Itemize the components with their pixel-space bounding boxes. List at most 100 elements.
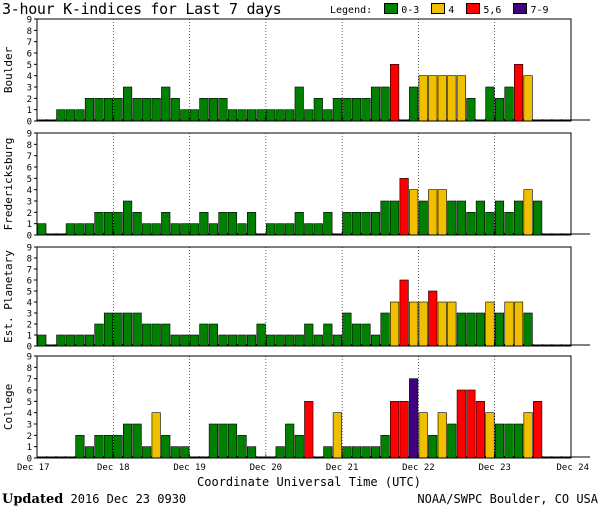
k-index-bar xyxy=(351,98,362,122)
k-index-bar xyxy=(380,435,390,459)
panel-college: 0 123 456 789 College xyxy=(2,353,591,465)
legend-item-4: 4 xyxy=(431,3,454,17)
k-index-bar xyxy=(37,334,47,347)
k-index-bar xyxy=(142,223,152,236)
k-index-bar xyxy=(170,223,180,236)
k-index-bar xyxy=(94,98,104,122)
updated-value: 2016 Dec 23 0930 xyxy=(70,492,187,506)
k-index-bar xyxy=(142,446,152,459)
k-index-bar xyxy=(437,301,447,347)
k-index-bar xyxy=(332,334,342,347)
k-index-bar xyxy=(285,423,295,459)
k-index-bar xyxy=(132,212,142,236)
k-index-bar xyxy=(237,334,247,347)
k-index-bar xyxy=(399,279,409,347)
k-index-bar xyxy=(151,323,161,347)
k-index-bar xyxy=(456,389,466,459)
k-index-bar xyxy=(103,435,114,459)
k-index-bar xyxy=(246,109,257,122)
k-index-bar xyxy=(56,109,66,122)
k-index-bar xyxy=(304,323,314,347)
k-index-bar xyxy=(342,98,352,122)
k-index-bar xyxy=(313,223,323,236)
k-index-bar xyxy=(323,446,333,459)
k-index-bar xyxy=(332,98,342,122)
k-index-bar xyxy=(428,435,438,459)
k-index-bar xyxy=(103,312,114,347)
y-tick-label: 9 xyxy=(27,353,32,363)
k-index-bar xyxy=(504,212,514,236)
k-index-bar xyxy=(75,435,85,459)
y-tick-label: 6 xyxy=(27,387,32,397)
k-index-bar xyxy=(218,423,228,459)
y-tick-label: 6 xyxy=(27,164,32,174)
k-index-bar xyxy=(84,98,95,122)
k-index-bar xyxy=(180,223,190,236)
legend-label: Legend: xyxy=(330,5,373,16)
k-index-bar xyxy=(456,75,466,122)
y-tick-label: 3 xyxy=(27,421,32,431)
k-index-bar xyxy=(399,178,409,236)
y-tick-label: 1 xyxy=(27,220,32,230)
y-tick-label: 5 xyxy=(27,175,32,185)
k-index-bar xyxy=(390,401,400,459)
k-index-bar xyxy=(275,223,285,236)
x-tick-label: Dec 22 xyxy=(402,463,435,473)
k-index-bar xyxy=(132,98,142,122)
y-tick-label: 8 xyxy=(27,364,32,374)
k-index-bar xyxy=(161,212,171,236)
legend-swatch-purple xyxy=(513,3,528,14)
k-index-bar xyxy=(246,212,257,236)
k-index-bar xyxy=(266,223,276,236)
x-axis-title: Coordinate Universal Time (UTC) xyxy=(197,475,421,489)
k-index-bar xyxy=(342,312,352,347)
y-tick-label: 5 xyxy=(27,288,32,298)
k-index-bar xyxy=(218,334,228,347)
k-index-bar xyxy=(161,323,171,347)
k-index-bar xyxy=(237,109,247,122)
k-index-bar xyxy=(523,312,533,347)
k-index-bar xyxy=(513,64,524,122)
k-index-bar xyxy=(418,200,428,236)
k-index-bar xyxy=(504,301,514,347)
k-index-bar xyxy=(94,435,104,459)
k-index-bar xyxy=(256,109,266,122)
y-tick-label: 7 xyxy=(27,266,32,276)
k-index-bar xyxy=(237,223,247,236)
k-index-bar xyxy=(199,98,209,122)
k-index-bar xyxy=(523,412,533,459)
k-index-bar xyxy=(142,98,152,122)
k-index-bar xyxy=(180,446,190,459)
k-index-bar xyxy=(456,200,466,236)
k-index-bar xyxy=(237,435,247,459)
k-index-bar xyxy=(380,312,390,347)
k-index-bar xyxy=(275,109,285,122)
k-index-bar xyxy=(523,75,533,122)
k-index-bar xyxy=(266,334,276,347)
k-index-bar xyxy=(494,312,505,347)
updated-label: Updated xyxy=(2,492,64,507)
station-label: College xyxy=(2,384,15,430)
k-index-bar xyxy=(409,86,419,122)
k-index-bar xyxy=(123,200,133,236)
k-index-bar xyxy=(437,412,447,459)
y-tick-label: 7 xyxy=(27,152,32,162)
k-index-bar xyxy=(447,200,457,236)
k-index-bar xyxy=(513,200,524,236)
k-index-bar xyxy=(256,323,266,347)
k-index-bar xyxy=(275,446,285,459)
station-label: Est. Planetary xyxy=(2,250,15,343)
k-index-bar xyxy=(170,334,180,347)
k-index-bar xyxy=(466,98,476,122)
station-label: Fredericksburg xyxy=(2,138,15,231)
k-index-bar xyxy=(161,86,171,122)
y-tick-label: 0 xyxy=(27,343,32,353)
legend-item-5-6: 5,6 xyxy=(466,3,501,17)
k-index-bar xyxy=(208,423,218,459)
k-index-bar xyxy=(75,334,85,347)
source-credit: NOAA/SWPC Boulder, CO USA xyxy=(417,492,598,506)
k-index-bar xyxy=(189,223,199,236)
k-index-bar xyxy=(285,223,295,236)
k-index-bar xyxy=(170,98,180,122)
k-index-bar xyxy=(513,423,524,459)
